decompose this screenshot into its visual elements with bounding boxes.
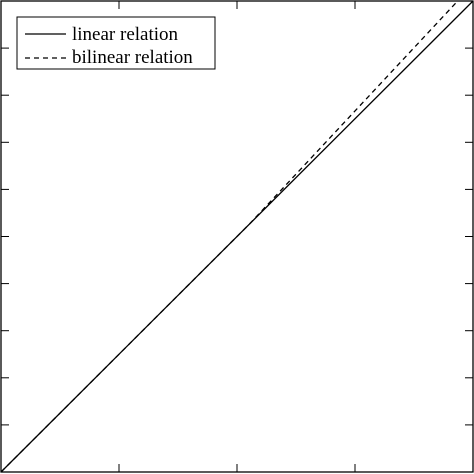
legend-label-bilinear: bilinear relation bbox=[72, 47, 193, 68]
legend-label-linear: linear relation bbox=[72, 24, 179, 45]
legend: linear relation bilinear relation bbox=[16, 16, 216, 70]
series-line-bilinear bbox=[0, 0, 459, 473]
legend-box bbox=[16, 16, 216, 70]
